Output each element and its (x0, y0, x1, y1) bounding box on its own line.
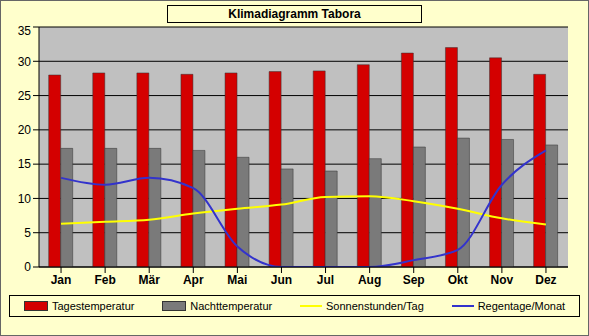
svg-text:Jun: Jun (271, 273, 292, 287)
svg-text:Mär: Mär (139, 273, 161, 287)
svg-text:Mai: Mai (227, 273, 247, 287)
svg-text:Jan: Jan (51, 273, 72, 287)
svg-text:Feb: Feb (94, 273, 115, 287)
svg-text:35: 35 (18, 24, 32, 38)
svg-text:10: 10 (18, 192, 32, 206)
html-text:Regentage/Monat: Regentage/Monat (477, 300, 566, 312)
svg-text:25: 25 (18, 89, 32, 103)
html-text:Klimadiagramm Tabora: Klimadiagramm Tabora (228, 7, 361, 21)
svg-text:30: 30 (18, 55, 32, 69)
svg-text:Nov: Nov (491, 273, 514, 287)
svg-text:Jul: Jul (317, 273, 334, 287)
html-text:Sonnenstunden/Tag: Sonnenstunden/Tag (326, 300, 424, 312)
svg-text:Sep: Sep (403, 273, 425, 287)
html-text:Nachttemperatur: Nachttemperatur (190, 300, 273, 312)
svg-text:15: 15 (18, 157, 32, 171)
svg-text:Okt: Okt (448, 273, 468, 287)
svg-text:5: 5 (24, 226, 31, 240)
html-text:Tagestemperatur: Tagestemperatur (51, 300, 135, 312)
svg-text:Dez: Dez (535, 273, 556, 287)
svg-text:Apr: Apr (183, 273, 204, 287)
svg-text:Aug: Aug (358, 273, 381, 287)
svg-text:20: 20 (18, 123, 32, 137)
svg-text:0: 0 (24, 260, 31, 274)
